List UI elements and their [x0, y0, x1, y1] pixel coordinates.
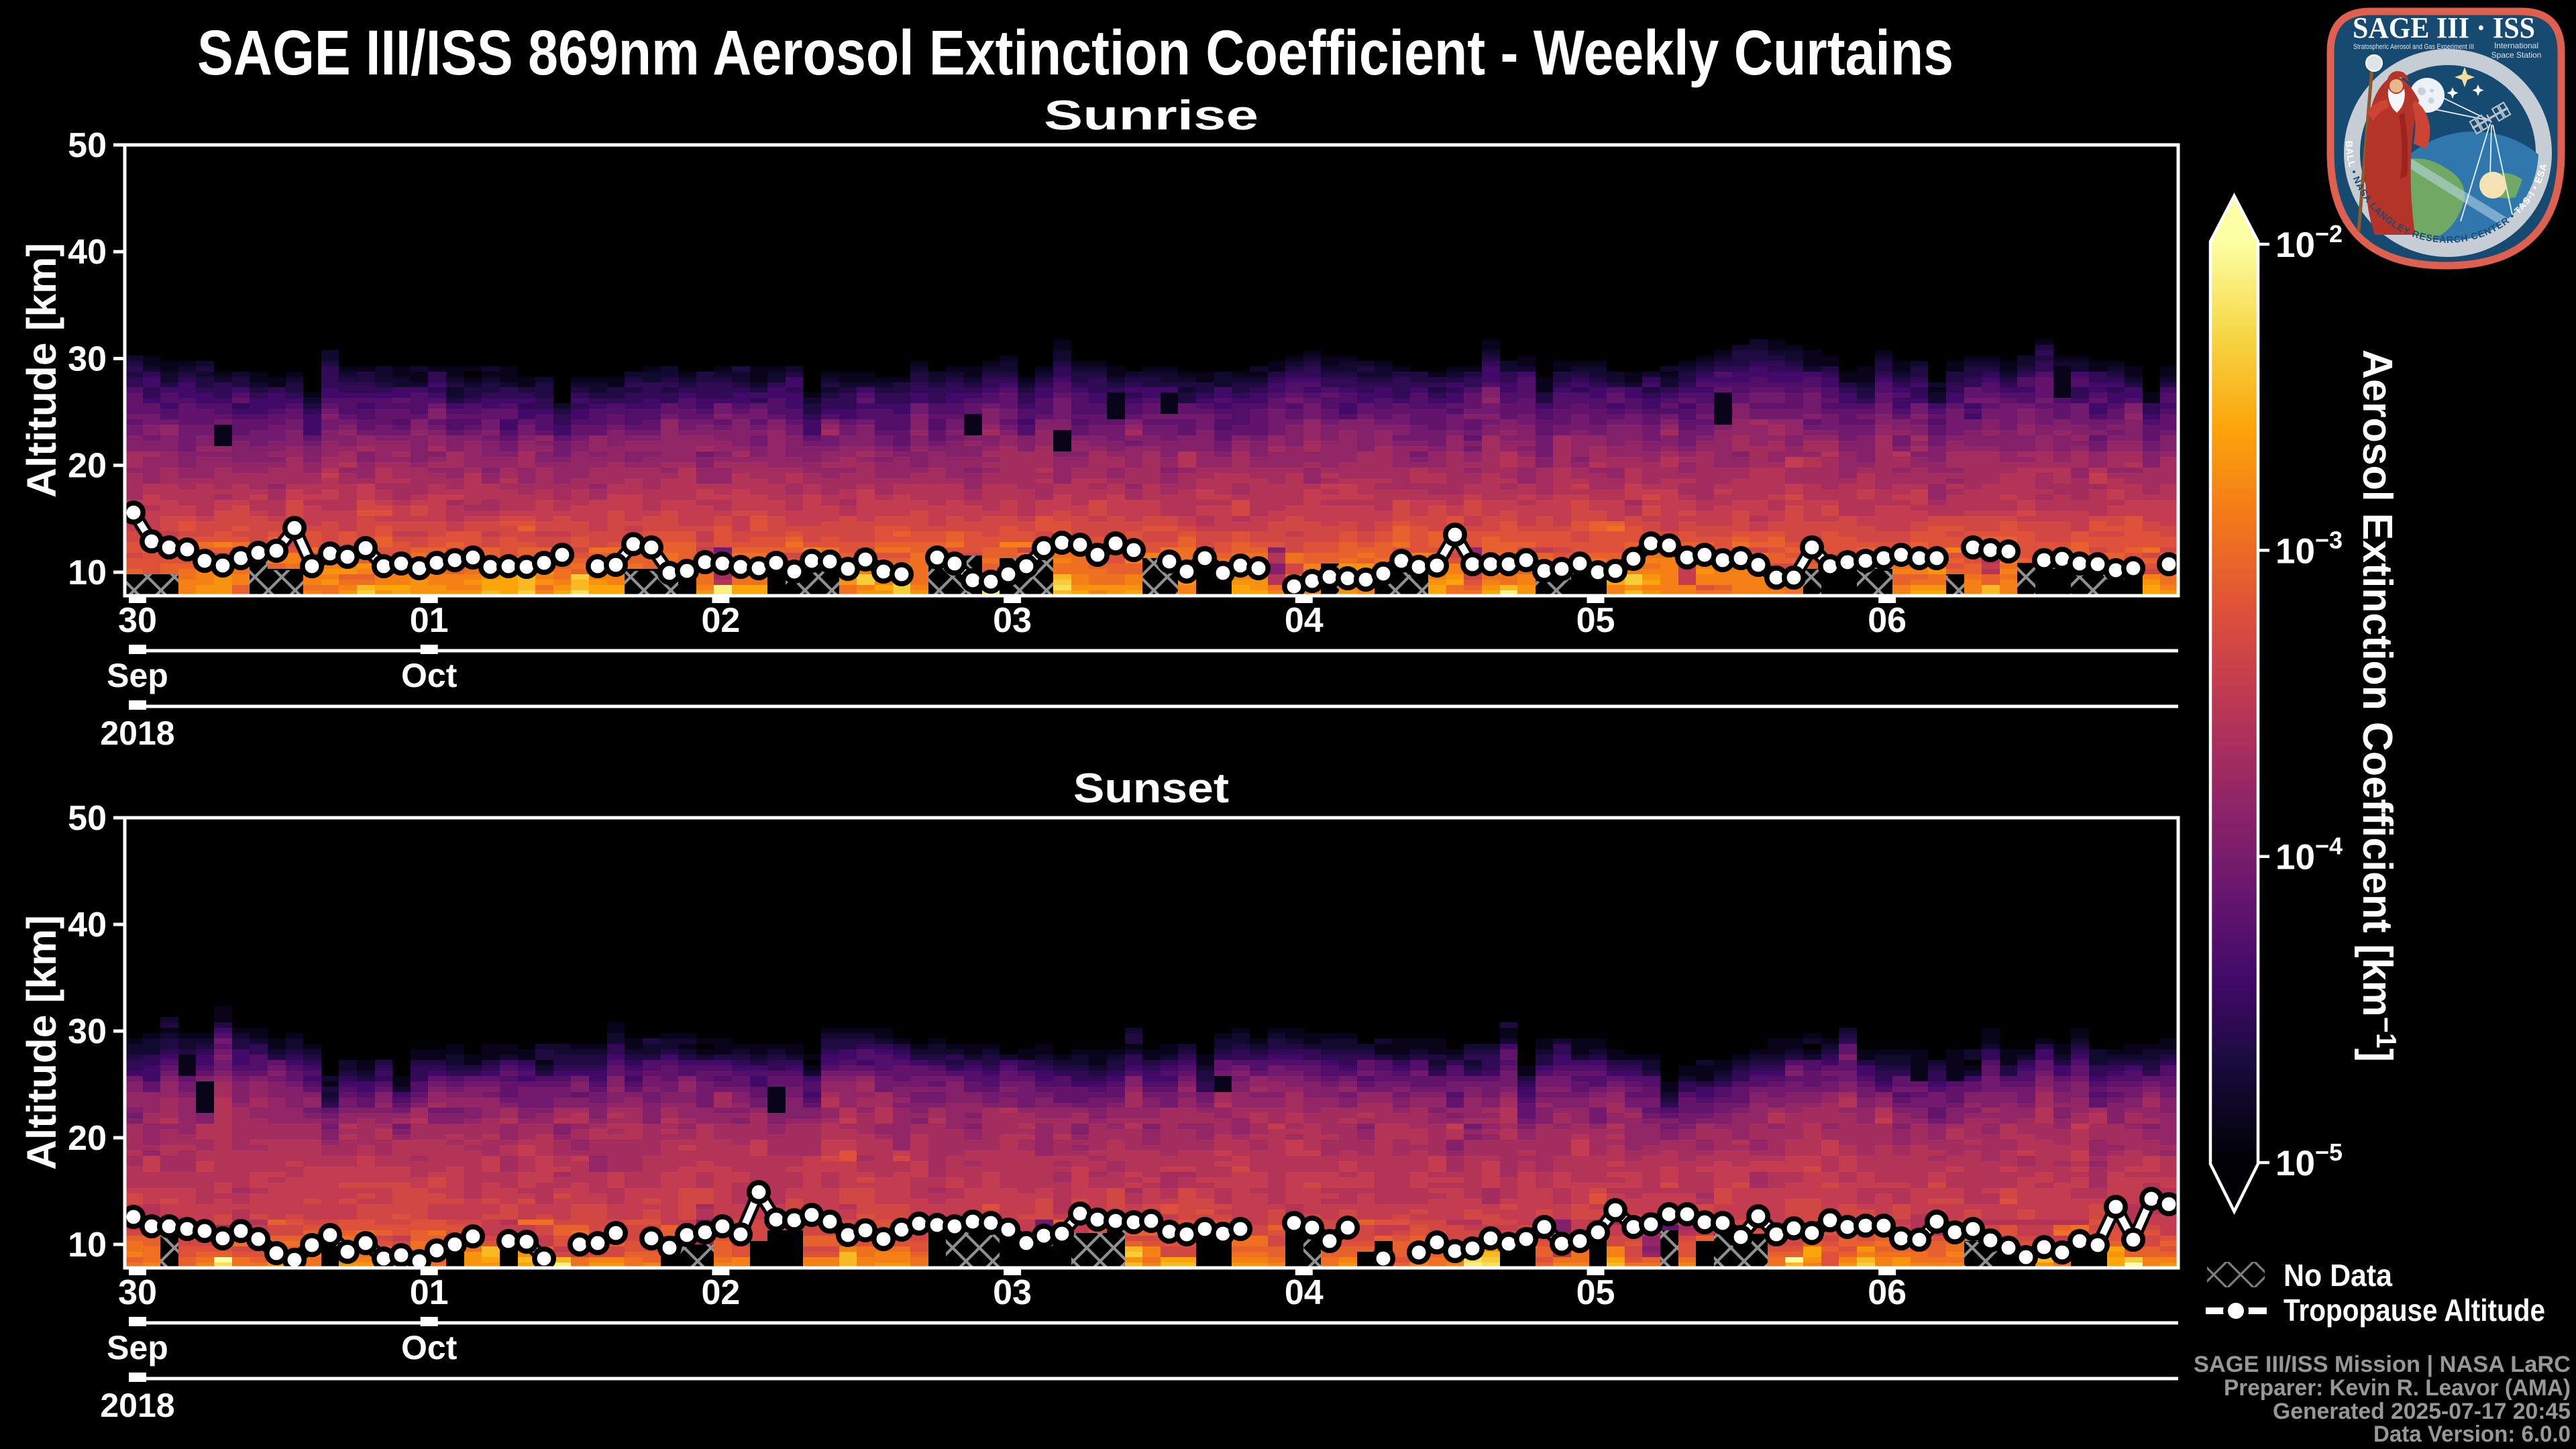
svg-text:01: 01 — [410, 601, 449, 640]
svg-text:SAGE III · ISS: SAGE III · ISS — [2353, 11, 2535, 44]
svg-text:04: 04 — [1285, 601, 1324, 640]
svg-text:20: 20 — [68, 1119, 107, 1158]
svg-text:Sunset: Sunset — [1073, 765, 1229, 812]
svg-text:50: 50 — [68, 799, 107, 838]
svg-text:02: 02 — [701, 1273, 740, 1312]
svg-text:10−2: 10−2 — [2275, 220, 2343, 265]
svg-text:30: 30 — [118, 601, 157, 640]
svg-text:20: 20 — [68, 447, 107, 486]
svg-text:Space Station: Space Station — [2491, 50, 2542, 60]
svg-text:03: 03 — [993, 601, 1032, 640]
svg-text:Sep: Sep — [107, 1329, 168, 1366]
svg-text:10−3: 10−3 — [2275, 526, 2343, 571]
svg-text:10: 10 — [68, 553, 107, 592]
svg-text:Oct: Oct — [401, 657, 458, 694]
svg-text:Oct: Oct — [401, 1329, 458, 1366]
svg-text:No Data: No Data — [2284, 1258, 2392, 1293]
svg-text:Altitude [km]: Altitude [km] — [19, 243, 64, 498]
svg-text:Stratospheric Aerosol and Gas: Stratospheric Aerosol and Gas Experiment… — [2353, 43, 2474, 51]
svg-text:Preparer: Kevin R. Leavor (AMA: Preparer: Kevin R. Leavor (AMA) — [2224, 1375, 2571, 1401]
svg-text:02: 02 — [701, 601, 740, 640]
svg-text:04: 04 — [1285, 1273, 1324, 1312]
svg-text:SAGE III/ISS 869nm Aerosol Ext: SAGE III/ISS 869nm Aerosol Extinction Co… — [197, 17, 1953, 89]
svg-text:Generated 2025-07-17 20:45: Generated 2025-07-17 20:45 — [2273, 1399, 2571, 1424]
svg-text:01: 01 — [410, 1273, 449, 1312]
svg-text:Sep: Sep — [107, 657, 168, 694]
svg-text:10: 10 — [68, 1226, 107, 1265]
svg-text:40: 40 — [68, 906, 107, 945]
svg-text:Data Version: 6.0.0: Data Version: 6.0.0 — [2373, 1421, 2571, 1447]
svg-text:Altitude [km]: Altitude [km] — [19, 915, 64, 1170]
svg-text:50: 50 — [68, 126, 107, 165]
svg-text:SAGE III/ISS Mission | NASA La: SAGE III/ISS Mission | NASA LaRC — [2194, 1352, 2571, 1377]
svg-text:40: 40 — [68, 233, 107, 272]
svg-text:2018: 2018 — [100, 714, 174, 752]
svg-text:30: 30 — [68, 340, 107, 379]
svg-text:03: 03 — [993, 1273, 1032, 1312]
svg-text:Aerosol Extinction Coefficient: Aerosol Extinction Coefficient [km−1] — [2354, 350, 2402, 1062]
svg-text:Tropopause Altitude: Tropopause Altitude — [2284, 1293, 2545, 1328]
svg-text:06: 06 — [1868, 601, 1907, 640]
svg-text:06: 06 — [1868, 1273, 1907, 1312]
svg-text:05: 05 — [1576, 1273, 1615, 1312]
svg-text:30: 30 — [68, 1012, 107, 1051]
svg-text:International: International — [2494, 41, 2538, 50]
svg-text:2018: 2018 — [100, 1387, 174, 1424]
svg-text:05: 05 — [1576, 601, 1615, 640]
svg-text:Sunrise: Sunrise — [1044, 93, 1258, 139]
svg-text:30: 30 — [118, 1273, 157, 1312]
